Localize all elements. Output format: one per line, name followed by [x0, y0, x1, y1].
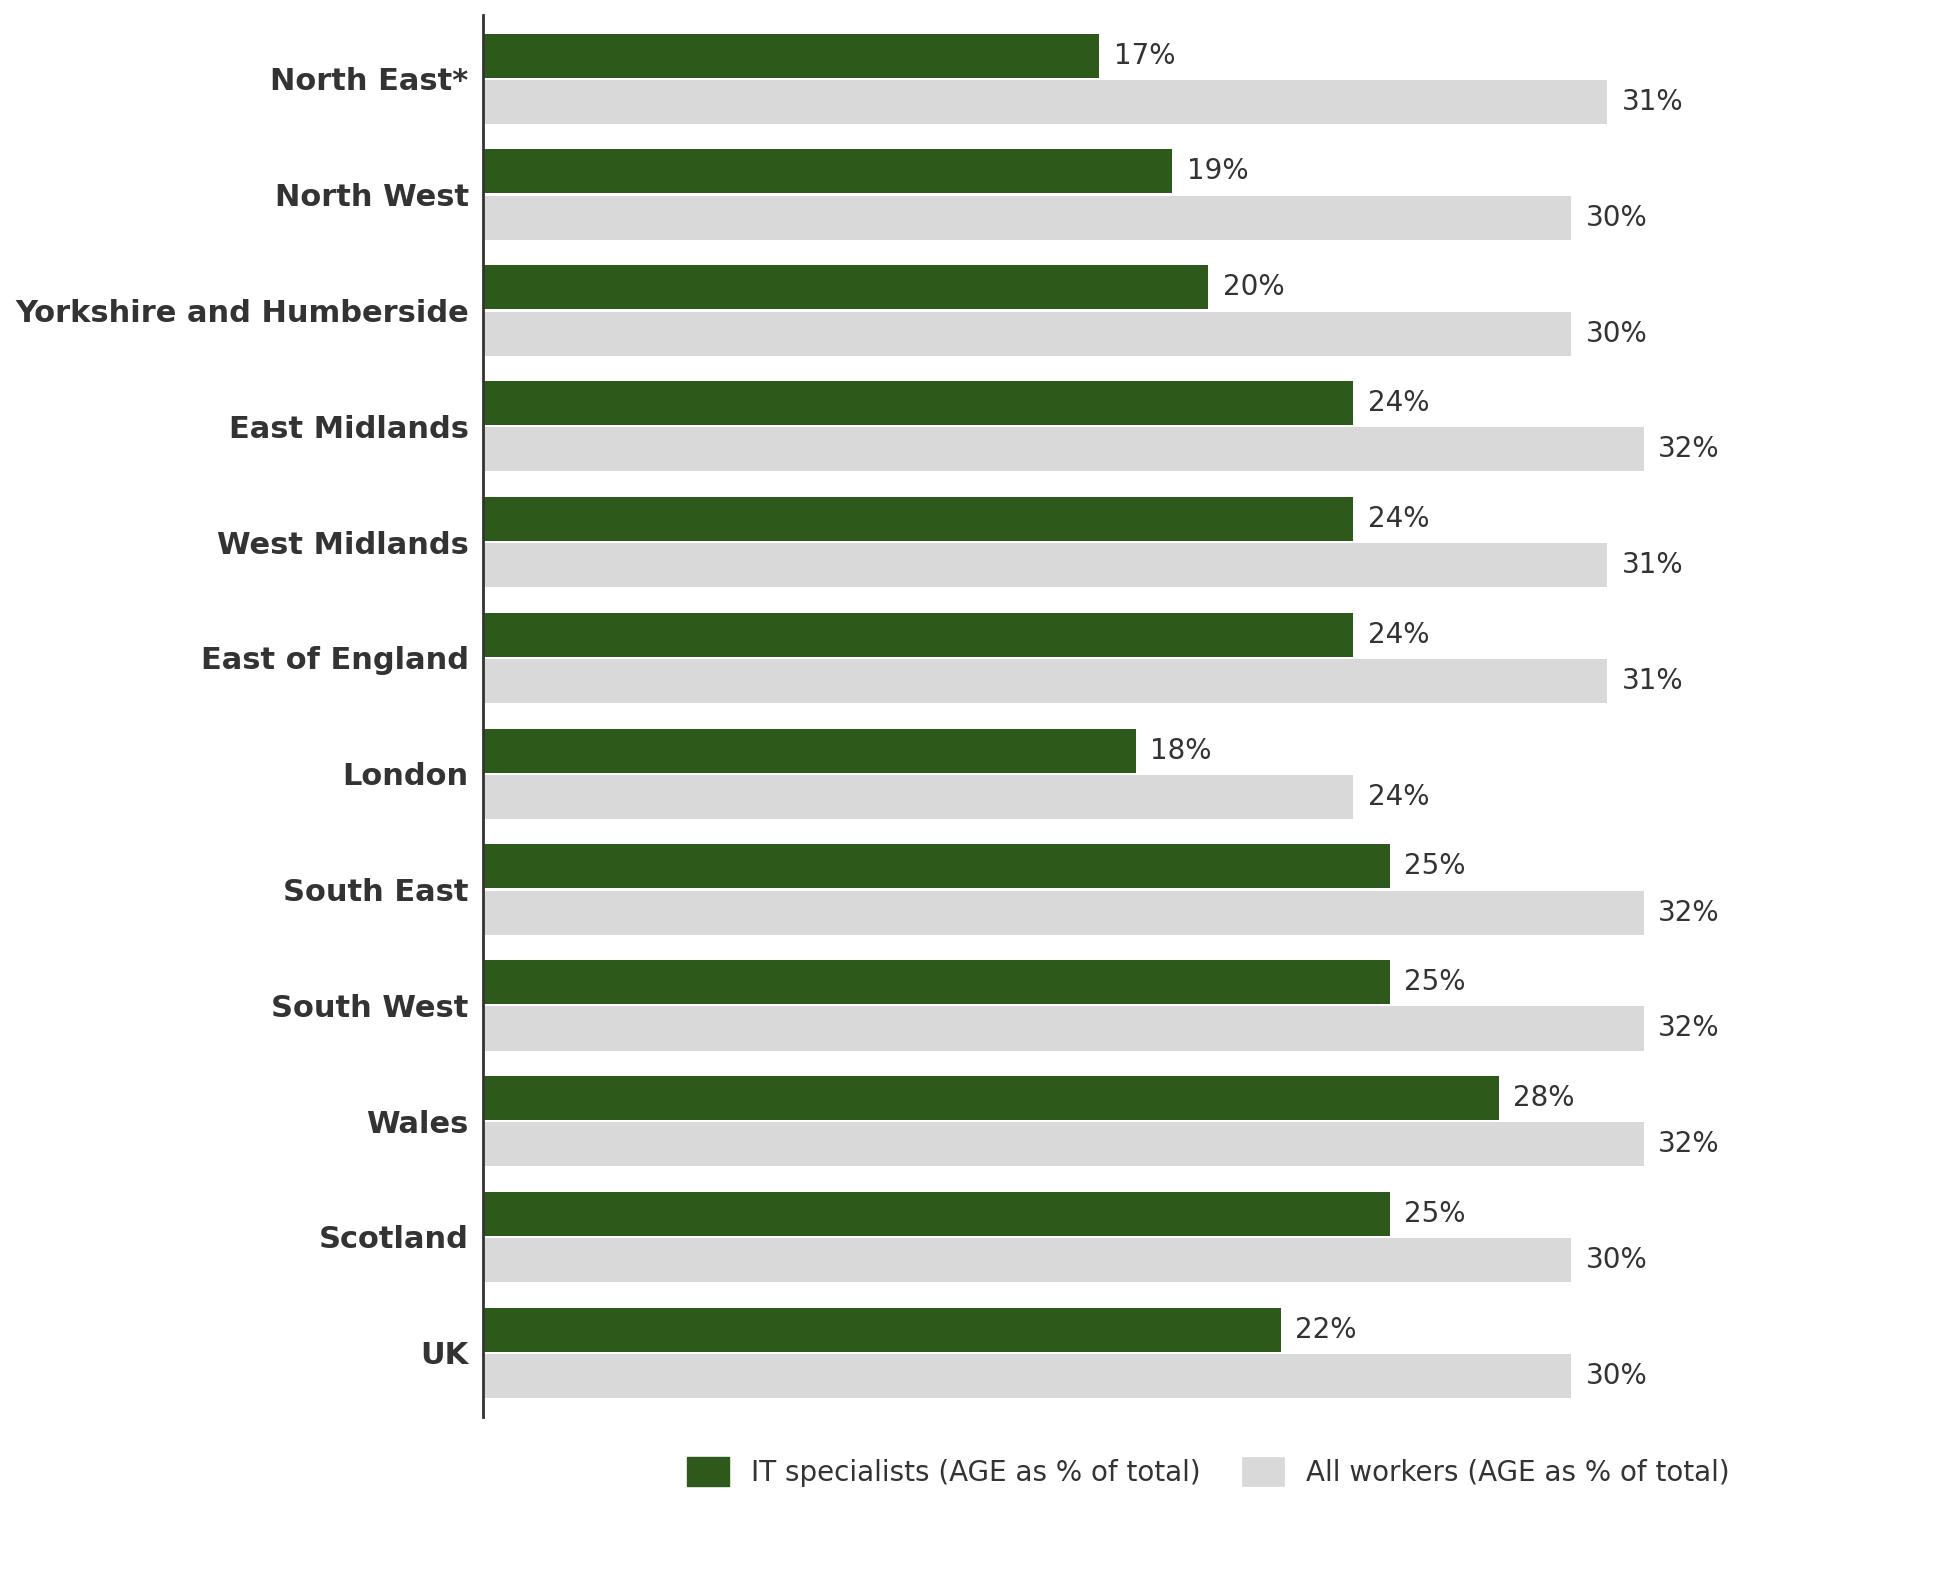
Bar: [483, 497, 1352, 541]
Bar: [483, 1122, 1642, 1166]
Text: 24%: 24%: [1367, 783, 1428, 812]
Text: 32%: 32%: [1658, 899, 1718, 927]
Bar: [483, 196, 1570, 240]
Bar: [483, 266, 1208, 308]
Text: 28%: 28%: [1512, 1084, 1574, 1112]
Bar: [483, 1076, 1498, 1120]
Text: 24%: 24%: [1367, 620, 1428, 649]
Text: 25%: 25%: [1403, 1199, 1465, 1228]
Legend: IT specialists (AGE as % of total), All workers (AGE as % of total): IT specialists (AGE as % of total), All …: [672, 1443, 1743, 1501]
Text: 30%: 30%: [1586, 1247, 1646, 1274]
Bar: [483, 427, 1642, 471]
Bar: [483, 312, 1570, 356]
Bar: [483, 33, 1099, 78]
Bar: [483, 660, 1607, 702]
Bar: [483, 775, 1352, 819]
Bar: [483, 728, 1136, 772]
Bar: [483, 891, 1642, 935]
Text: 24%: 24%: [1367, 505, 1428, 533]
Text: 17%: 17%: [1114, 41, 1175, 70]
Text: 30%: 30%: [1586, 204, 1646, 231]
Text: 32%: 32%: [1658, 435, 1718, 464]
Bar: [483, 381, 1352, 426]
Bar: [483, 79, 1607, 123]
Bar: [483, 1354, 1570, 1398]
Bar: [483, 1239, 1570, 1281]
Text: 19%: 19%: [1186, 157, 1247, 185]
Text: 31%: 31%: [1621, 551, 1683, 579]
Text: 18%: 18%: [1149, 737, 1212, 764]
Bar: [483, 1191, 1389, 1236]
Text: 22%: 22%: [1295, 1316, 1356, 1343]
Text: 25%: 25%: [1403, 853, 1465, 880]
Bar: [483, 149, 1171, 193]
Text: 30%: 30%: [1586, 1362, 1646, 1391]
Bar: [483, 612, 1352, 657]
Text: 31%: 31%: [1621, 89, 1683, 115]
Text: 30%: 30%: [1586, 320, 1646, 348]
Bar: [483, 543, 1607, 587]
Text: 25%: 25%: [1403, 968, 1465, 997]
Text: 24%: 24%: [1367, 389, 1428, 418]
Bar: [483, 1006, 1642, 1050]
Text: 31%: 31%: [1621, 668, 1683, 694]
Text: 32%: 32%: [1658, 1130, 1718, 1158]
Bar: [483, 845, 1389, 889]
Text: 32%: 32%: [1658, 1014, 1718, 1043]
Bar: [483, 1308, 1280, 1351]
Bar: [483, 960, 1389, 1005]
Text: 20%: 20%: [1221, 274, 1284, 301]
